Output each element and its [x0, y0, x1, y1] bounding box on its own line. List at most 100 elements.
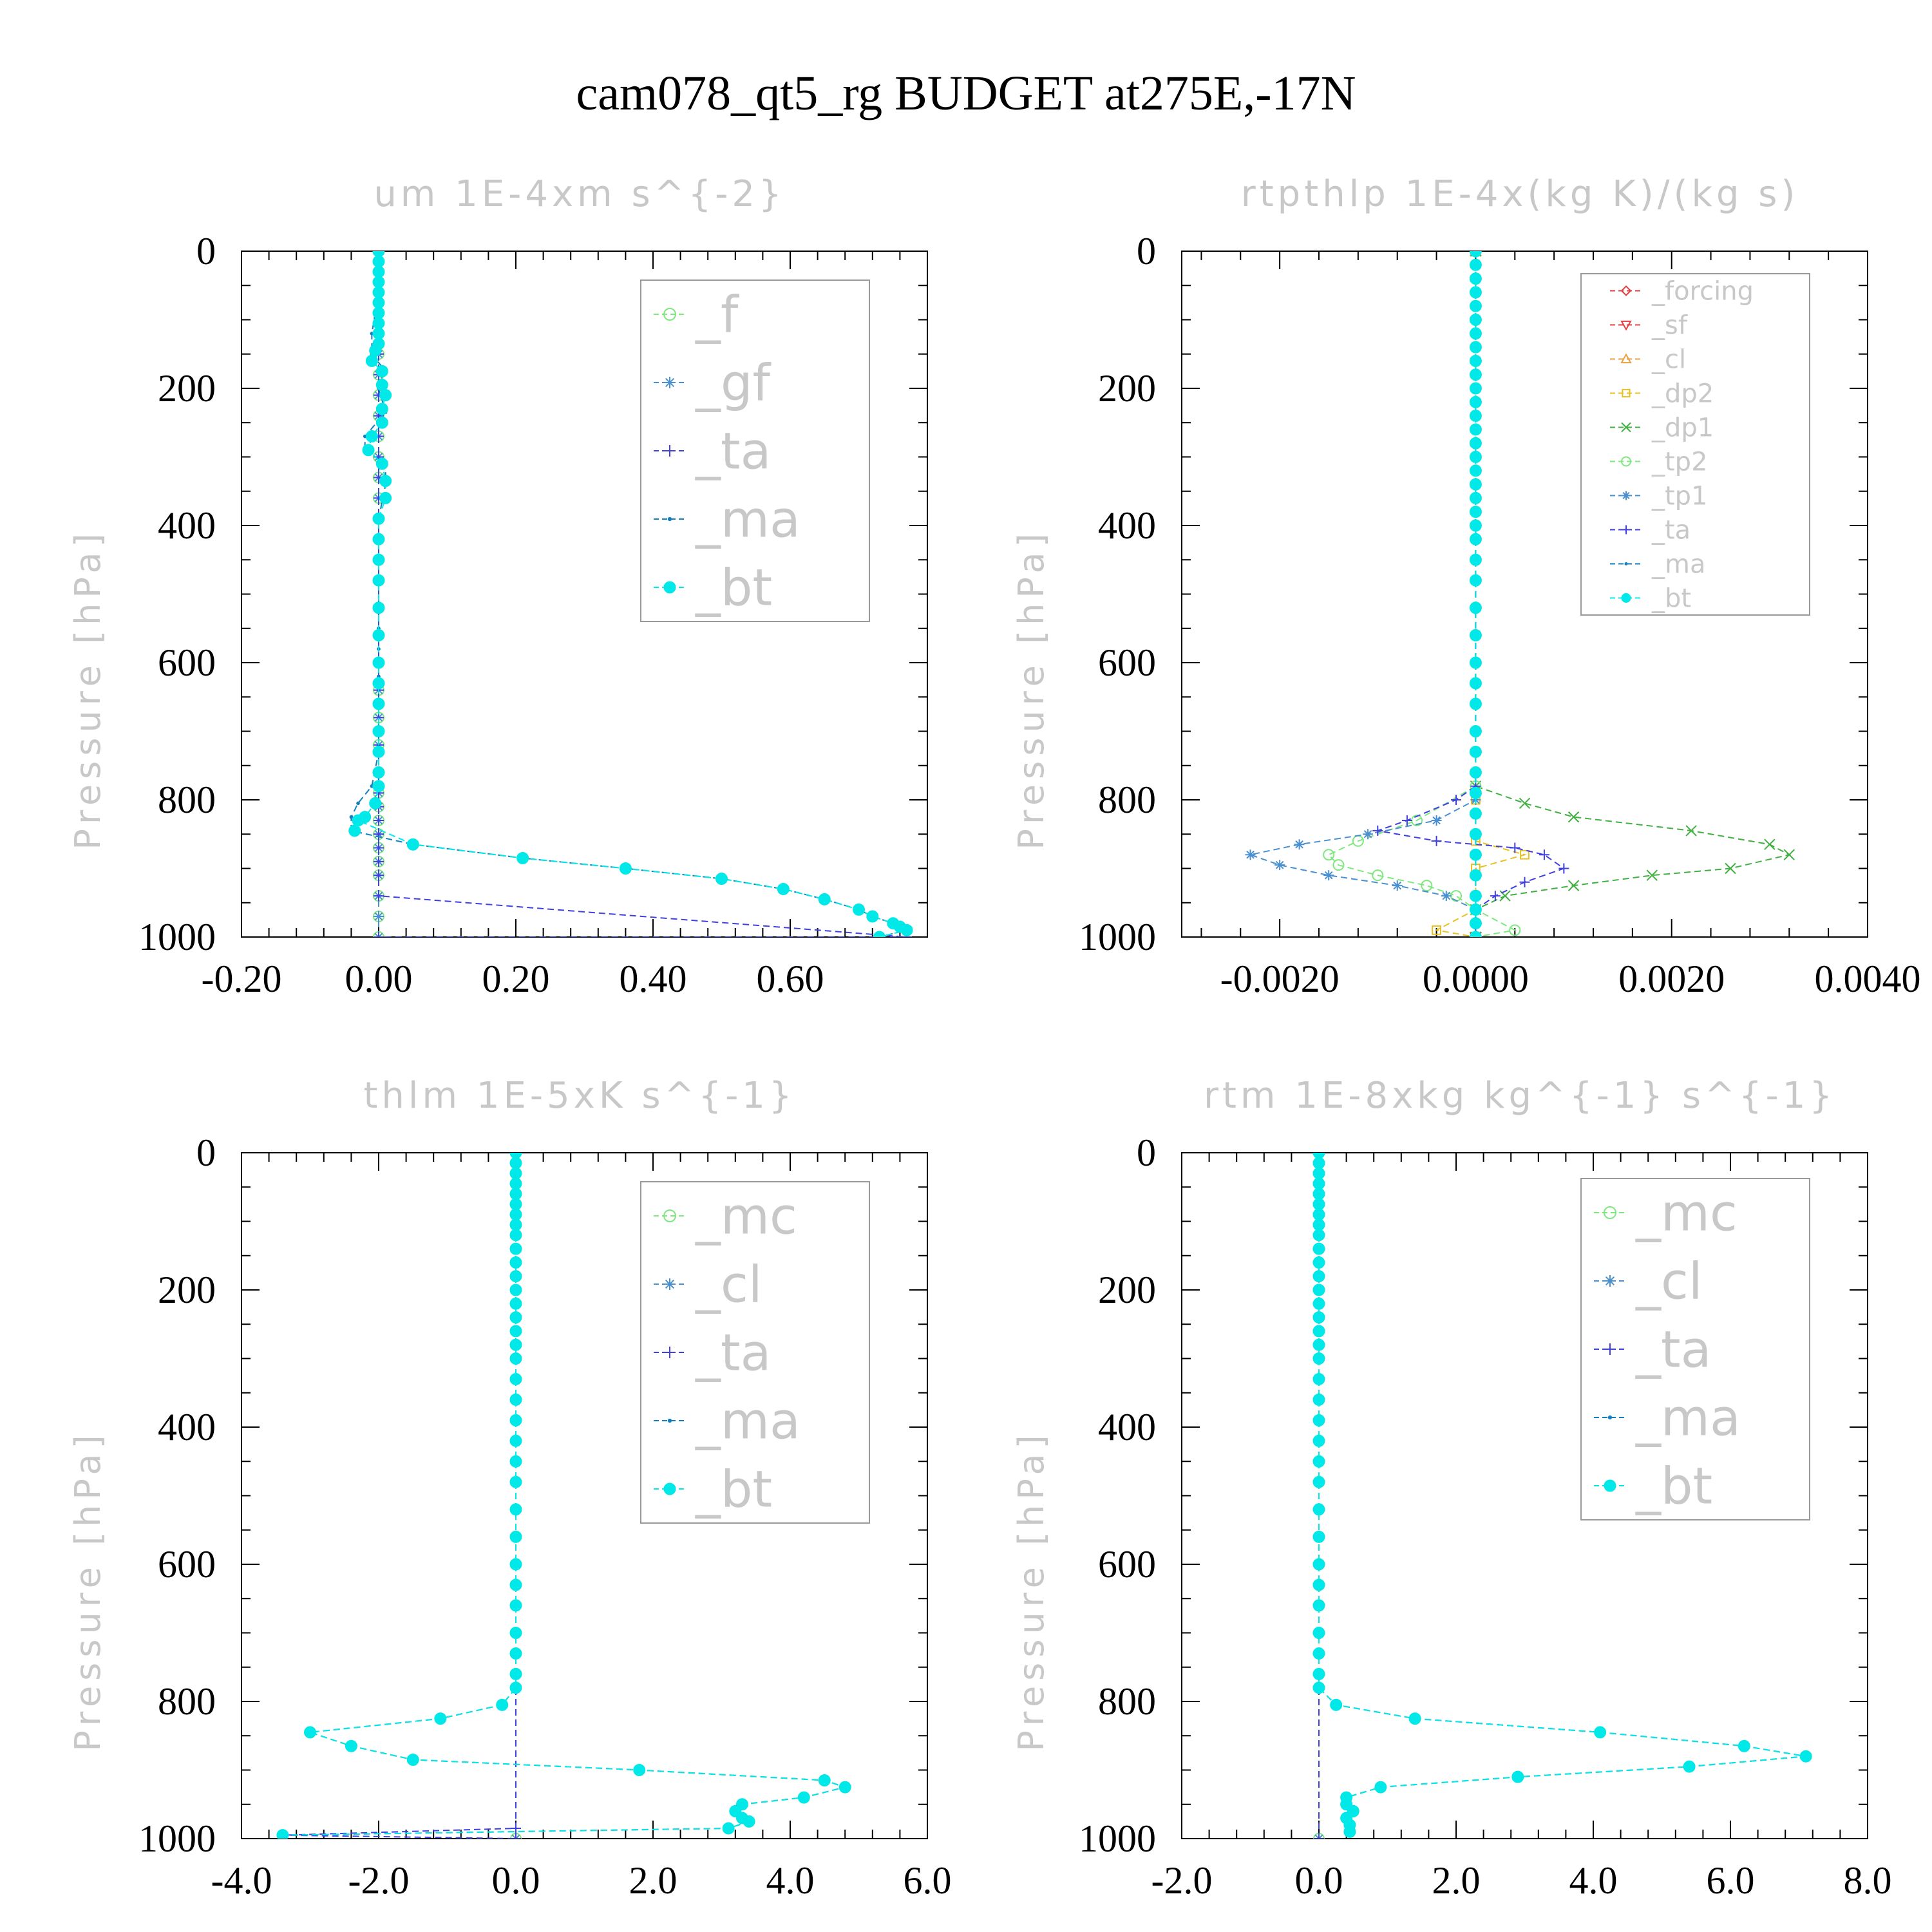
data-point: [509, 1297, 522, 1310]
data-point: [372, 725, 385, 737]
data-point: [1469, 251, 1482, 258]
data-point: [372, 697, 385, 710]
data-point: [374, 815, 384, 826]
legend-label: _forcing: [1651, 277, 1754, 307]
data-point: [1469, 697, 1482, 710]
y-tick-label: 200: [1098, 367, 1156, 410]
data-point: [352, 814, 365, 827]
x-tick-label: 0.00: [345, 958, 413, 1000]
x-tick-label: -2.0: [348, 1859, 410, 1902]
data-point: [1783, 849, 1795, 860]
data-point: [509, 1558, 522, 1571]
data-point: [1330, 1698, 1343, 1711]
data-point: [1469, 258, 1482, 271]
data-point: [1431, 815, 1442, 826]
legend-label: _cl: [1635, 1253, 1703, 1311]
data-point: [1469, 533, 1482, 545]
legend-label: _ta: [1651, 516, 1690, 545]
series-bt: [1312, 1153, 1812, 1838]
data-point: [1469, 410, 1482, 422]
legend-label: _mc: [1635, 1184, 1738, 1242]
data-point: [372, 512, 385, 525]
data-point: [372, 296, 385, 309]
data-point: [1469, 745, 1482, 758]
data-point: [1469, 451, 1482, 463]
legend-label: _bt: [695, 559, 772, 617]
data-point: [1622, 388, 1631, 398]
data-point: [1343, 1825, 1356, 1838]
panel-title: um 1E-4xm s^{-2}: [374, 173, 785, 215]
data-point: [509, 1352, 522, 1365]
data-point: [1469, 574, 1482, 587]
y-tick-label: 600: [158, 641, 216, 684]
data-point: [1738, 1739, 1750, 1752]
data-point: [406, 1754, 419, 1766]
x-tick-label: -4.0: [211, 1859, 272, 1902]
data-point: [365, 354, 378, 367]
data-point: [1312, 1599, 1325, 1612]
data-point: [1621, 422, 1631, 433]
data-point: [1312, 1177, 1325, 1190]
data-point: [374, 870, 384, 881]
data-point: [379, 491, 392, 504]
legend-label: _ma: [695, 1392, 800, 1450]
y-tick-label: 600: [1098, 641, 1156, 684]
data-point: [372, 307, 385, 319]
data-point: [1469, 629, 1482, 641]
y-tick-label: 800: [158, 1680, 216, 1723]
data-point: [1519, 876, 1530, 887]
data-point: [1312, 1530, 1325, 1543]
data-point: [818, 1774, 831, 1786]
x-tick-label: 0.60: [757, 958, 824, 1000]
data-point: [372, 629, 385, 641]
data-point: [715, 872, 728, 885]
data-point: [1372, 869, 1384, 882]
data-point: [1312, 1578, 1325, 1591]
data-point: [1312, 1256, 1325, 1269]
data-point: [1683, 1760, 1696, 1773]
data-point: [900, 923, 913, 936]
data-point: [509, 1578, 522, 1591]
data-point: [1567, 880, 1580, 891]
y-tick-label: 0: [1137, 230, 1156, 272]
data-point: [1604, 1343, 1616, 1355]
data-point: [509, 1229, 522, 1242]
data-point: [509, 1218, 522, 1231]
y-tick-label: 0: [196, 1132, 216, 1174]
data-point: [1620, 285, 1632, 296]
x-tick-label: 0.0000: [1423, 958, 1529, 1000]
data-point: [1392, 880, 1403, 891]
data-point: [509, 1503, 522, 1516]
legend-label: _tp1: [1651, 482, 1708, 511]
data-point: [1332, 859, 1345, 871]
panel-thlm: thlm 1E-5xK s^{-1} Pressure [hPa] 0 200 40…: [68, 1075, 952, 1902]
data-point: [372, 317, 385, 330]
data-point: [667, 1418, 672, 1423]
y-tick-label: 400: [158, 1406, 216, 1448]
x-tick-label: 4.0: [766, 1859, 815, 1902]
data-point: [743, 1815, 755, 1828]
data-point: [1469, 382, 1482, 395]
data-point: [509, 1530, 522, 1543]
data-point: [509, 1325, 522, 1338]
data-point: [374, 842, 384, 853]
data-point: [509, 1198, 522, 1211]
data-point: [1469, 286, 1482, 299]
data-point: [1469, 848, 1482, 861]
data-point: [1312, 1475, 1325, 1488]
data-point: [509, 1167, 522, 1180]
legend-label: _ta: [695, 422, 771, 480]
data-point: [1604, 1206, 1616, 1219]
data-point: [1469, 478, 1482, 491]
y-axis-label: Pressure [hPa]: [68, 1430, 108, 1751]
data-point: [372, 255, 385, 268]
x-tick-label: -2.0: [1151, 1859, 1213, 1902]
data-point: [664, 377, 676, 388]
y-tick-label: 400: [1098, 1406, 1156, 1448]
data-point: [1312, 1667, 1325, 1680]
series-line: [1318, 1153, 1806, 1832]
y-tick-label: 0: [196, 230, 216, 272]
data-point: [372, 766, 385, 779]
data-point: [1451, 795, 1461, 805]
data-point: [1607, 1415, 1613, 1420]
